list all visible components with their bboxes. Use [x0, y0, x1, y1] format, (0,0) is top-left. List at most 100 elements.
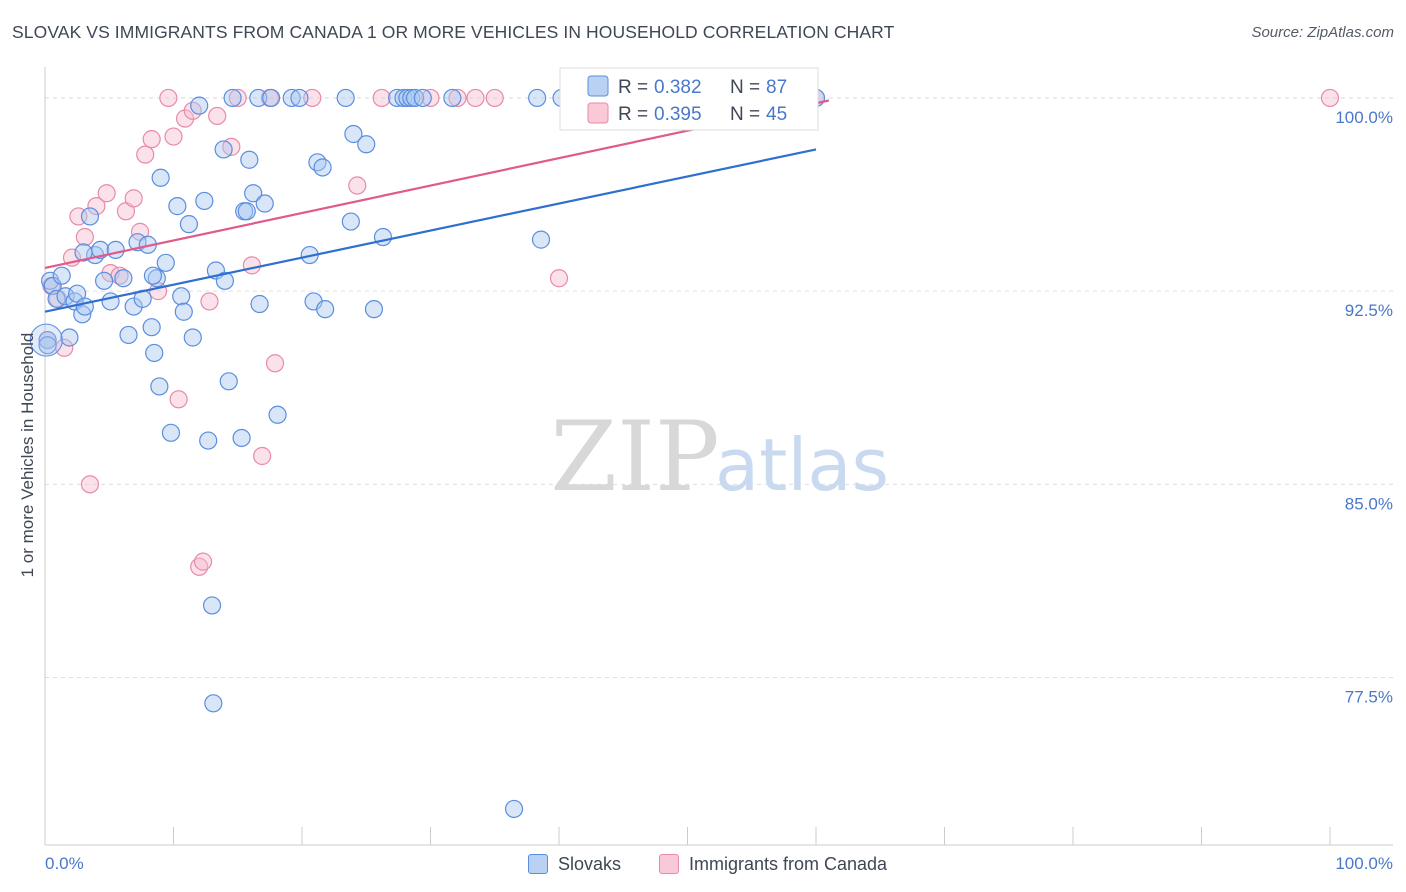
axis-layer: 77.5% 85.0% 92.5% 100.0% — [44, 67, 1393, 846]
data-point — [485, 88, 504, 108]
legend-label-slovaks: Slovaks — [558, 853, 622, 874]
data-point — [336, 88, 355, 108]
data-point — [38, 330, 57, 350]
data-point — [97, 184, 116, 203]
legend-swatch-slovaks — [587, 75, 609, 97]
data-point — [174, 302, 193, 321]
data-point — [244, 184, 263, 203]
data-point — [38, 336, 57, 355]
source-label: Source: ZipAtlas.com — [1251, 24, 1394, 41]
data-point — [172, 287, 191, 306]
legend-label-canada: Immigrants from Canada — [689, 853, 888, 874]
data-point — [124, 189, 143, 208]
legend-item-slovaks[interactable]: Slovaks — [528, 850, 621, 878]
data-point — [114, 269, 133, 288]
data-point — [106, 240, 125, 260]
data-point — [1320, 88, 1340, 108]
legend-swatch-canada — [587, 102, 609, 124]
data-point — [60, 328, 79, 347]
data-point — [373, 227, 393, 247]
watermark-atlas: atlas — [715, 423, 889, 507]
data-point — [255, 194, 274, 213]
data-point — [443, 88, 462, 108]
data-point — [200, 292, 219, 311]
data-point — [308, 153, 327, 172]
data-point — [190, 96, 209, 115]
data-point — [250, 294, 269, 314]
data-point — [364, 300, 384, 319]
data-point — [214, 140, 233, 159]
data-point — [219, 372, 238, 391]
data-point — [56, 287, 75, 306]
data-point — [179, 215, 199, 234]
data-point — [199, 431, 218, 450]
data-point — [413, 88, 432, 108]
data-point — [357, 135, 376, 154]
y-tick-label: 100.0% — [1335, 108, 1393, 127]
data-point — [549, 269, 569, 288]
legend-r-value-slovaks: 0.382 — [654, 77, 702, 98]
x-tick-label-max: 100.0% — [1335, 854, 1393, 873]
data-point — [80, 207, 100, 226]
data-point — [164, 127, 183, 146]
trend-line-slovaks — [44, 148, 817, 313]
data-point — [282, 88, 301, 108]
data-point — [75, 227, 94, 247]
y-tick-label: 92.5% — [1345, 301, 1393, 320]
legend-n-value-canada: 45 — [766, 104, 787, 125]
chart-title: SLOVAK VS IMMIGRANTS FROM CANADA 1 OR MO… — [12, 22, 895, 42]
data-point — [268, 405, 287, 424]
legend-swatch-slovaks — [528, 854, 548, 874]
data-point — [136, 145, 155, 164]
data-point — [372, 88, 391, 108]
y-tick-label: 77.5% — [1345, 688, 1393, 707]
legend-r-label: R = — [618, 77, 648, 98]
correlation-legend: R = 0.382 N = 87 R = 0.395 N = 45 — [559, 67, 819, 131]
data-point — [159, 88, 178, 108]
data-point — [168, 197, 187, 216]
data-point — [161, 423, 181, 442]
data-point — [156, 253, 175, 272]
data-point — [175, 109, 195, 128]
data-point — [232, 428, 251, 448]
data-point — [204, 694, 223, 713]
data-point — [195, 191, 214, 211]
data-point — [240, 150, 259, 169]
data-point — [95, 271, 114, 290]
data-point — [215, 271, 234, 290]
data-point — [41, 271, 60, 290]
legend-n-value-slovaks: 87 — [766, 77, 787, 98]
data-point — [421, 88, 440, 108]
data-point — [183, 328, 202, 347]
legend-n-label: N = — [730, 104, 760, 125]
data-point — [223, 88, 242, 108]
data-point — [249, 88, 268, 108]
data-point — [52, 266, 71, 285]
data-point — [145, 343, 164, 363]
data-point — [504, 799, 524, 819]
legend-r-label: R = — [618, 104, 648, 125]
data-point — [208, 106, 227, 126]
data-point — [151, 168, 170, 187]
data-point — [262, 88, 281, 108]
legend-item-canada[interactable]: Immigrants from Canada — [659, 850, 887, 878]
data-point — [80, 475, 100, 494]
data-point — [237, 202, 256, 221]
data-point — [316, 300, 335, 319]
grid-layer — [45, 97, 1393, 679]
data-point — [74, 243, 93, 262]
data-point — [150, 377, 169, 396]
data-point — [398, 88, 417, 108]
data-point — [265, 354, 285, 373]
data-point — [242, 256, 261, 275]
data-point — [142, 130, 161, 149]
legend-n-label: N = — [730, 77, 760, 98]
data-point — [466, 88, 485, 108]
data-point — [119, 325, 138, 345]
data-point — [341, 212, 360, 231]
data-point — [142, 318, 161, 337]
data-point — [143, 266, 163, 285]
data-point — [75, 297, 94, 316]
data-point — [202, 596, 222, 615]
data-point — [193, 552, 213, 571]
